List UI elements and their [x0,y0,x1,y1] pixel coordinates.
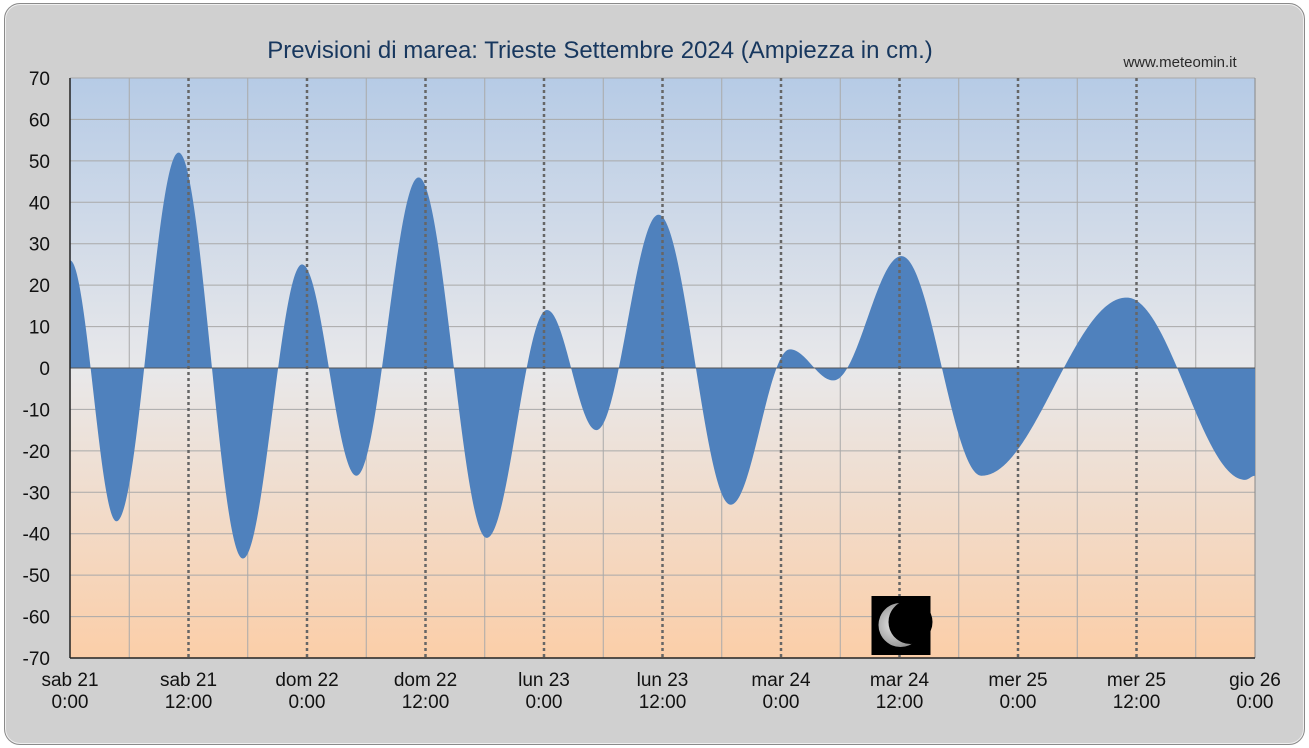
y-tick-label: 30 [29,235,50,256]
x-tick-label-time: 0:00 [1000,692,1037,713]
x-tick-label-time: 12:00 [1113,692,1161,713]
y-tick-label: -30 [23,483,50,504]
y-tick-label: 70 [29,69,50,90]
x-tick-label-time: 0:00 [763,692,800,713]
x-tick-label-day: lun 23 [637,670,689,691]
y-tick-label: -40 [23,525,50,546]
x-tick-label-time: 0:00 [52,692,89,713]
y-tick-label: -20 [23,442,50,463]
chart-title: Previsioni di marea: Trieste Settembre 2… [267,37,933,64]
x-tick-label-time: 12:00 [165,692,213,713]
x-tick-label-time: 0:00 [1237,692,1274,713]
x-tick-label-day: mer 25 [1107,670,1166,691]
x-tick-label-time: 0:00 [526,692,563,713]
y-tick-label: -10 [23,400,50,421]
x-tick-label-time: 0:00 [289,692,326,713]
axes [69,78,1255,659]
x-tick-label-day: sab 21 [160,670,217,691]
x-tick-label-day: dom 22 [394,670,457,691]
x-tick-label-day: mar 24 [870,670,930,691]
y-tick-label: 60 [29,110,50,131]
y-tick-labels: 70 60 50 40 30 20 10 0 -10 -20 -30 -40 -50 -60 -70 [23,69,50,670]
credit-text: www.meteomin.it [1122,54,1237,71]
x-tick-label-time: 12:00 [639,692,687,713]
x-tick-label-time: 12:00 [876,692,924,713]
y-tick-label: 50 [29,152,50,173]
x-tick-label-day: dom 22 [275,670,338,691]
y-tick-label: 0 [39,359,50,380]
y-tick-label: -70 [23,649,50,670]
x-tick-label-time: 12:00 [402,692,450,713]
x-tick-label-day: sab 21 [41,670,98,691]
x-tick-label-day: mer 25 [988,670,1047,691]
x-tick-label-day: lun 23 [518,670,570,691]
y-tick-label: 10 [29,318,50,339]
x-tick-label-day: gio 26 [1229,670,1281,691]
y-tick-label: 40 [29,193,50,214]
y-tick-label: 20 [29,276,50,297]
y-tick-label: -60 [23,608,50,629]
y-tick-label: -50 [23,566,50,587]
x-tick-label-day: mar 24 [751,670,811,691]
moon-phase-icon [871,596,933,655]
